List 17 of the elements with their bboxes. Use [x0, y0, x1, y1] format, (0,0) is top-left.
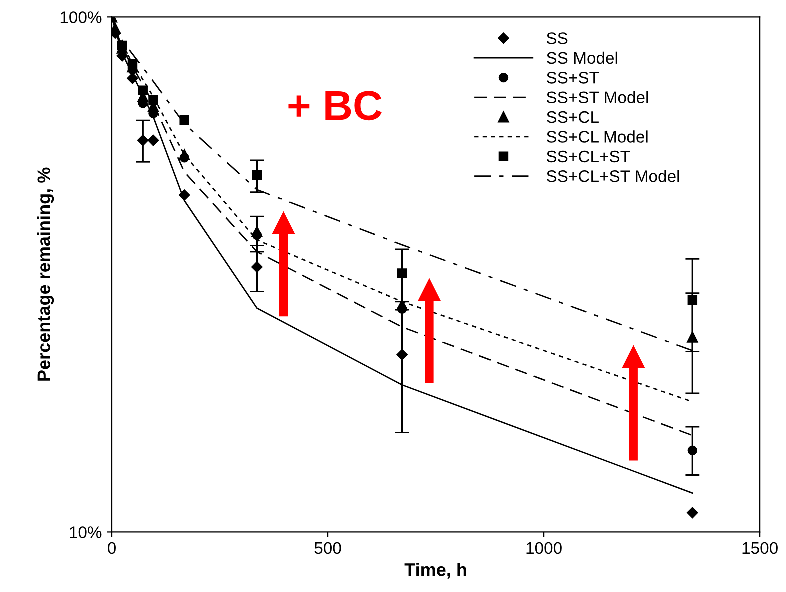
y-axis-title: Percentage remaining, % [37, 168, 54, 381]
x-tick-label: 1000 [526, 542, 562, 554]
y-tick-label: 10% [70, 526, 102, 538]
x-tick-label: 1500 [742, 542, 778, 554]
legend-label: SS Model [546, 52, 618, 64]
legend-label: SS+CL+ST [546, 150, 630, 163]
x-tick-label: 0 [108, 542, 116, 554]
legend-label: SS+CL [546, 111, 599, 124]
x-tick-label: 500 [314, 542, 342, 554]
legend-label: SS+ST [546, 72, 600, 84]
legend-label: SS [546, 32, 568, 44]
legend-label: SS+CL Model [546, 130, 648, 143]
legend-label: SS+CL+ST Model [546, 170, 680, 182]
y-tick-label: 100% [60, 12, 102, 24]
annotation: + BC [288, 91, 382, 121]
legend-label: SS+ST Model [546, 91, 648, 104]
x-axis-title: Time, h [404, 563, 466, 579]
